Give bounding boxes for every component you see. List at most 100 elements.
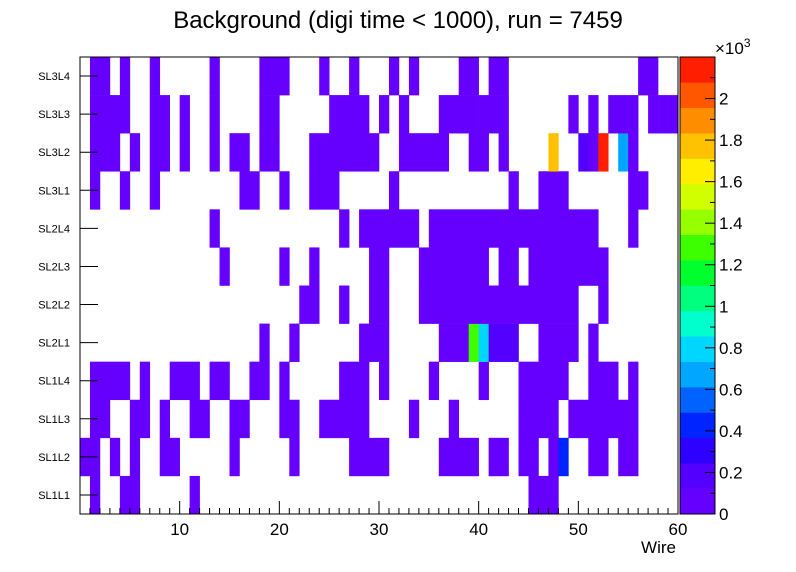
color-scale-band bbox=[680, 463, 715, 489]
color-scale-band bbox=[680, 209, 715, 236]
heatmap-cell bbox=[468, 133, 489, 172]
heatmap-cell bbox=[478, 95, 509, 134]
z-tick-label: 0.6 bbox=[719, 380, 743, 399]
heatmap-cell bbox=[568, 95, 579, 134]
x-tick-label: 10 bbox=[170, 520, 189, 539]
y-tick-label: SL2L4 bbox=[38, 223, 70, 235]
heatmap-cell bbox=[319, 399, 370, 439]
heatmap-cell bbox=[448, 399, 460, 439]
color-scale-band bbox=[680, 361, 715, 388]
heatmap-cell bbox=[129, 399, 151, 439]
heatmap-cell bbox=[528, 209, 599, 248]
heatmap-cell bbox=[229, 437, 240, 477]
heatmap-cell bbox=[628, 399, 639, 439]
heatmap-cell bbox=[538, 323, 579, 362]
heatmap-cell bbox=[428, 361, 440, 401]
heatmap-cell bbox=[179, 95, 190, 134]
y-tick-label: SL2L3 bbox=[38, 261, 70, 273]
color-scale-band bbox=[680, 260, 715, 286]
x-tick-label: 50 bbox=[569, 520, 588, 539]
heatmap-cell bbox=[279, 399, 300, 439]
heatmap-cell bbox=[89, 57, 111, 96]
color-scale-band bbox=[680, 158, 715, 185]
heatmap-cell bbox=[259, 133, 280, 172]
heatmap-cell bbox=[379, 95, 390, 134]
color-scale-band bbox=[680, 234, 715, 261]
heatmap-cell bbox=[369, 285, 390, 324]
x-tick-label: 60 bbox=[669, 520, 688, 539]
heatmap-cell bbox=[289, 437, 300, 477]
heatmap-cell bbox=[179, 133, 190, 172]
y-tick-label: SL2L2 bbox=[38, 300, 70, 312]
heatmap-cell bbox=[618, 437, 639, 477]
y-tick-label: SL1L1 bbox=[38, 490, 70, 502]
heatmap-cell bbox=[588, 133, 599, 172]
y-axis: SL1L1 SL1L2 SL1L3 SL1L4 SL2L1 SL2L2 SL2L3 SL2L4… bbox=[38, 71, 98, 502]
color-scale-band bbox=[680, 285, 715, 312]
heatmap-cell bbox=[488, 437, 509, 477]
heatmap-cell bbox=[498, 133, 509, 172]
heatmap-cell bbox=[209, 95, 220, 134]
color-scale-band bbox=[680, 133, 715, 159]
z-tick-label: 0.2 bbox=[719, 463, 743, 482]
heatmap-cell bbox=[319, 57, 330, 96]
heatmap-cell bbox=[379, 361, 390, 401]
heatmap-cell bbox=[119, 57, 131, 96]
z-tick-label: 2 bbox=[719, 90, 728, 109]
heatmap-cell bbox=[418, 247, 450, 286]
heatmap-cell bbox=[598, 133, 609, 172]
heatmap-cell bbox=[89, 399, 111, 439]
heatmap-cell bbox=[209, 209, 220, 248]
heatmap-cell bbox=[408, 57, 420, 96]
heatmap-cell bbox=[209, 57, 220, 96]
heatmap-cell bbox=[309, 285, 320, 324]
color-scale-band bbox=[680, 437, 715, 464]
z-tick-label: 1.8 bbox=[719, 131, 743, 150]
heatmap-cell bbox=[478, 323, 489, 362]
heatmap-cell bbox=[558, 437, 569, 477]
heatmap-cell bbox=[139, 361, 151, 401]
heatmap-cell bbox=[548, 437, 559, 477]
heatmap-cell bbox=[478, 361, 489, 401]
z-tick-label: 1.2 bbox=[719, 256, 743, 275]
heatmap-cell bbox=[209, 361, 230, 401]
heatmap-cell bbox=[149, 133, 170, 172]
heatmap-cell bbox=[129, 133, 141, 172]
heatmap-cell bbox=[329, 95, 370, 134]
heatmap-cell bbox=[339, 285, 350, 324]
heatmap-cell bbox=[309, 133, 380, 172]
heatmap-cell bbox=[448, 247, 489, 286]
heatmap-cell bbox=[189, 475, 200, 515]
heatmap-cell bbox=[628, 133, 639, 172]
heatmap-cell bbox=[279, 171, 290, 210]
color-scale-band bbox=[680, 336, 715, 362]
heatmap-cell bbox=[628, 361, 639, 401]
heatmap-cell bbox=[518, 437, 539, 477]
heatmap-cell bbox=[129, 437, 141, 477]
color-scale: 0 0.2 0.4 0.6 0.8 1 1.2 1.4 1.6 1.8 2 bbox=[679, 56, 743, 524]
heatmap-cell bbox=[169, 361, 200, 401]
heatmap-cell bbox=[588, 361, 619, 401]
heatmap-cell bbox=[359, 323, 390, 362]
z-tick-label: 1 bbox=[719, 297, 728, 316]
heatmap-cell bbox=[588, 323, 599, 362]
heatmap-cell bbox=[648, 95, 659, 134]
color-scale-band bbox=[680, 183, 715, 210]
color-scale-band bbox=[680, 82, 715, 109]
heatmap-cell bbox=[628, 171, 649, 210]
z-tick-label: 0.4 bbox=[719, 422, 743, 441]
heatmap-cell bbox=[149, 95, 170, 134]
heatmap-cell bbox=[438, 95, 460, 134]
heatmap-cell bbox=[309, 171, 340, 210]
heatmap-cell bbox=[518, 399, 529, 439]
heatmap-cell bbox=[608, 95, 639, 134]
heatmap-cell bbox=[408, 399, 420, 439]
heatmap-cell bbox=[259, 57, 290, 96]
heatmap-cell bbox=[109, 437, 121, 477]
z-multiplier-label: ×103 bbox=[715, 36, 751, 58]
heatmap-cell bbox=[598, 285, 609, 324]
heatmap-cell bbox=[339, 209, 350, 248]
heatmap-cell bbox=[658, 95, 669, 134]
heatmap-cell bbox=[189, 399, 210, 439]
heatmap-cell bbox=[388, 171, 400, 210]
